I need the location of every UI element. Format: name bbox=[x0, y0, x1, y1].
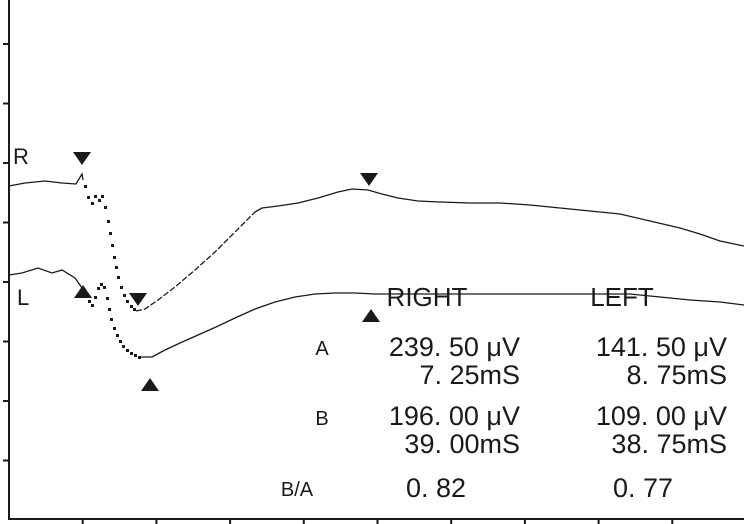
b-left-amplitude: 109. 00 μV bbox=[596, 401, 727, 431]
l-trace-dots bbox=[88, 283, 141, 359]
results-table: RIGHT LEFT A 239. 50 μV 7. 25mS 141. 50 … bbox=[281, 282, 727, 503]
r-trace-line bbox=[8, 172, 84, 187]
ratio-right-value: 0. 82 bbox=[406, 473, 466, 503]
down-triangle-marker bbox=[360, 173, 378, 186]
row-label-ratio: B/A bbox=[281, 479, 314, 501]
row-label-a: A bbox=[315, 338, 329, 360]
down-triangle-marker bbox=[73, 152, 91, 165]
series-l bbox=[8, 267, 744, 359]
x-ticks bbox=[81, 519, 674, 524]
r-trace-tail bbox=[254, 188, 744, 247]
a-left-latency: 8. 75mS bbox=[626, 360, 727, 390]
row-label-b: B bbox=[315, 408, 328, 430]
column-header-right: RIGHT bbox=[387, 282, 468, 312]
r-trace-dots bbox=[84, 185, 136, 311]
series-r bbox=[8, 172, 744, 312]
column-header-left: LEFT bbox=[590, 282, 654, 312]
b-left-latency: 38. 75mS bbox=[611, 429, 727, 459]
y-ticks bbox=[3, 43, 9, 462]
l-trace-tail bbox=[141, 292, 744, 358]
a-left-amplitude: 141. 50 μV bbox=[596, 332, 727, 362]
b-right-latency: 39. 00mS bbox=[404, 429, 520, 459]
l-trace-line bbox=[8, 267, 87, 297]
up-triangle-marker bbox=[362, 309, 380, 322]
up-triangle-marker bbox=[141, 378, 159, 391]
a-right-latency: 7. 25mS bbox=[419, 360, 520, 390]
a-right-amplitude: 239. 50 μV bbox=[389, 332, 520, 362]
series-label-l: L bbox=[17, 285, 29, 310]
ratio-left-value: 0. 77 bbox=[613, 473, 673, 503]
up-triangle-marker bbox=[74, 285, 92, 298]
b-right-amplitude: 196. 00 μV bbox=[389, 401, 520, 431]
markers bbox=[73, 152, 380, 391]
down-triangle-marker bbox=[129, 293, 147, 306]
r-trace-recovery bbox=[135, 211, 256, 312]
series-label-r: R bbox=[13, 144, 29, 169]
